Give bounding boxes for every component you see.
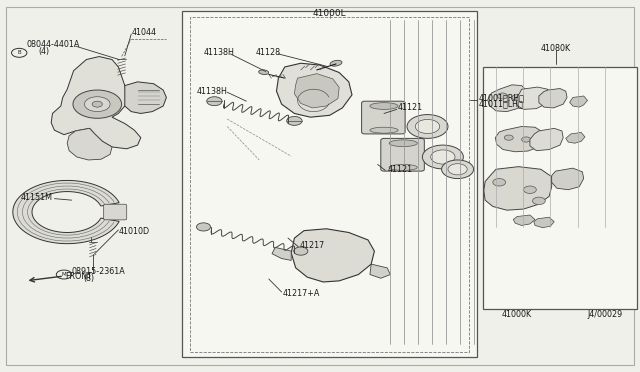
Circle shape: [207, 97, 222, 106]
Circle shape: [84, 97, 110, 112]
Polygon shape: [294, 74, 339, 108]
Text: (4): (4): [38, 47, 49, 56]
Circle shape: [448, 164, 467, 175]
Circle shape: [522, 137, 531, 142]
Polygon shape: [276, 63, 352, 117]
Polygon shape: [513, 215, 535, 225]
Polygon shape: [67, 128, 112, 160]
Text: 08915-2361A: 08915-2361A: [72, 267, 125, 276]
Text: 41128: 41128: [256, 48, 281, 57]
Polygon shape: [495, 126, 544, 152]
Circle shape: [493, 179, 506, 186]
Ellipse shape: [389, 164, 417, 170]
FancyBboxPatch shape: [104, 204, 127, 220]
Text: 41121: 41121: [387, 165, 412, 174]
Polygon shape: [291, 229, 374, 282]
Text: 41080K: 41080K: [540, 44, 571, 53]
Polygon shape: [570, 96, 588, 107]
Polygon shape: [516, 87, 549, 109]
Polygon shape: [370, 264, 390, 278]
Circle shape: [407, 115, 448, 138]
Text: 41000L: 41000L: [313, 9, 346, 17]
Polygon shape: [566, 132, 585, 143]
Bar: [182, 11, 477, 357]
Ellipse shape: [370, 103, 398, 109]
Polygon shape: [530, 128, 563, 151]
Polygon shape: [539, 89, 567, 108]
Circle shape: [532, 197, 545, 205]
Polygon shape: [534, 217, 554, 228]
Text: J4/00029: J4/00029: [587, 310, 623, 319]
Polygon shape: [125, 82, 166, 113]
Text: 41138H: 41138H: [197, 87, 228, 96]
Text: 41121: 41121: [398, 103, 423, 112]
Ellipse shape: [389, 140, 417, 147]
Polygon shape: [51, 57, 141, 149]
Text: M: M: [61, 272, 67, 277]
Polygon shape: [272, 247, 291, 260]
Circle shape: [442, 160, 474, 179]
Circle shape: [504, 135, 513, 140]
Circle shape: [431, 150, 455, 164]
Text: 41010D: 41010D: [118, 227, 150, 236]
Text: (8): (8): [83, 274, 94, 283]
FancyBboxPatch shape: [362, 101, 405, 134]
Circle shape: [512, 94, 522, 100]
Bar: [190, 17, 469, 352]
Text: 41000K: 41000K: [502, 310, 532, 319]
Text: 08044-4401A: 08044-4401A: [27, 40, 80, 49]
Circle shape: [422, 145, 463, 169]
Text: 41217: 41217: [300, 241, 324, 250]
Circle shape: [196, 223, 211, 231]
Polygon shape: [13, 180, 119, 244]
Text: 41138H: 41138H: [204, 48, 234, 57]
Circle shape: [415, 119, 440, 134]
Circle shape: [524, 186, 536, 193]
Polygon shape: [484, 167, 552, 210]
Text: 41001〈RH〉: 41001〈RH〉: [479, 93, 525, 102]
Text: 41217+A: 41217+A: [283, 289, 320, 298]
Text: B: B: [17, 50, 21, 55]
Ellipse shape: [330, 60, 342, 66]
Ellipse shape: [370, 127, 398, 133]
Text: 41044: 41044: [131, 28, 156, 37]
Polygon shape: [488, 85, 528, 112]
Bar: [483, 67, 637, 309]
Circle shape: [287, 116, 302, 125]
Polygon shape: [552, 168, 584, 190]
Text: 41011〈LH〉: 41011〈LH〉: [479, 100, 524, 109]
Circle shape: [497, 93, 508, 99]
Text: FRONT: FRONT: [65, 272, 92, 281]
Ellipse shape: [259, 70, 269, 74]
FancyBboxPatch shape: [381, 138, 424, 171]
Circle shape: [92, 101, 102, 107]
Text: 41151M: 41151M: [20, 193, 52, 202]
Circle shape: [73, 90, 122, 118]
Circle shape: [294, 247, 308, 255]
